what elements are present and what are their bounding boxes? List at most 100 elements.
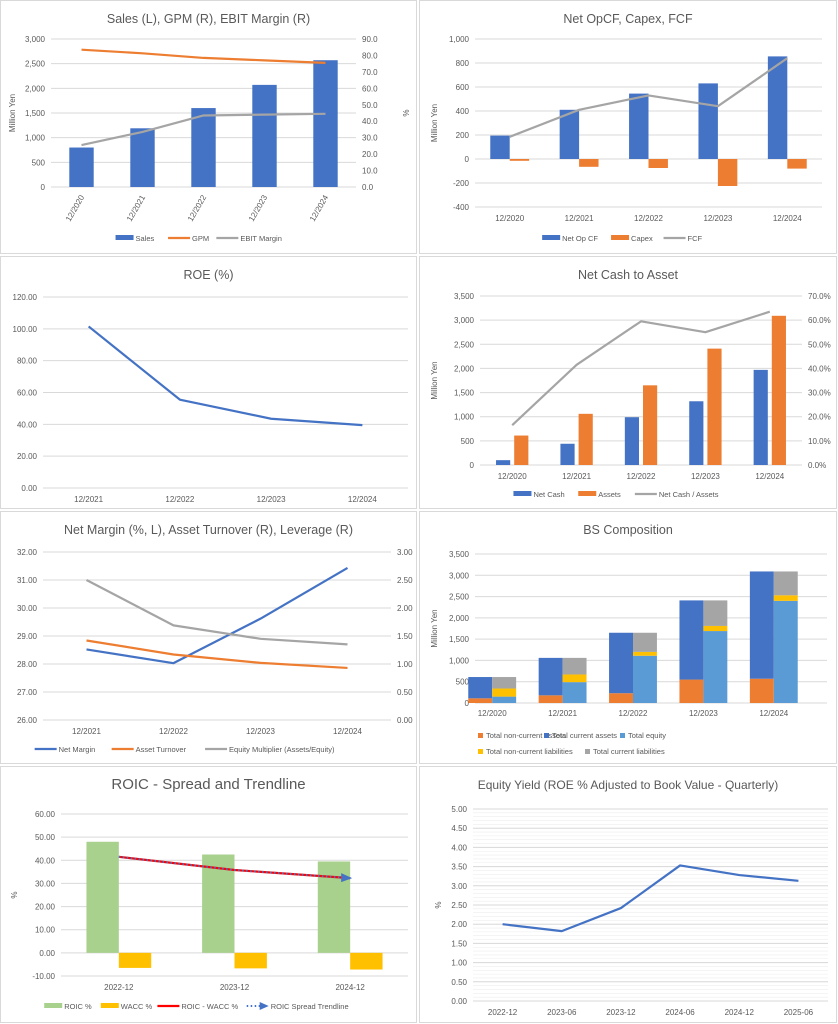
bar-segment	[492, 696, 517, 703]
legend-label: ROIC - WACC %	[181, 1002, 238, 1011]
chart-title: ROIC - Spread and Trendline	[111, 776, 305, 793]
legend-swatch	[44, 1003, 63, 1008]
bar-segment	[468, 698, 493, 703]
y-tick-label: 2,000	[454, 364, 475, 373]
chart-panel-dupont: Net Margin (%, L), Asset Turnover (R), L…	[0, 511, 417, 764]
x-tick-label: 12/2020	[64, 193, 87, 223]
legend-label: Total equity	[628, 731, 666, 740]
y-tick-label: 3,500	[449, 550, 470, 559]
y-tick-label: 0	[465, 699, 470, 708]
legend-label: Total non-current assets	[486, 731, 566, 740]
y2-tick-label: 20.0	[362, 150, 378, 159]
bar	[559, 109, 580, 159]
legend-swatch	[585, 749, 590, 754]
legend-label: FCF	[688, 234, 703, 243]
legend-swatch	[542, 235, 561, 240]
x-tick-label: 2025-06	[784, 1008, 814, 1017]
bar-segment	[773, 571, 798, 596]
x-tick-label: 12/2021	[72, 727, 101, 736]
bar-segment	[492, 688, 517, 697]
y-axis-label: %	[434, 901, 443, 908]
y-tick-label: 120.00	[13, 293, 38, 302]
y-tick-label: 0.50	[451, 978, 467, 987]
chart-panel-netcash: Net Cash to Asset 0 500 1,000 1,500 2,000 2,50…	[419, 256, 837, 509]
y-tick-label: 1,000	[454, 413, 475, 422]
bar	[252, 84, 277, 187]
legend-label: Asset Turnover	[136, 745, 187, 754]
y2-tick-label: 40.0	[362, 117, 378, 126]
bar	[643, 385, 658, 465]
bar-segment	[562, 657, 587, 675]
y-tick-label: 0.00	[21, 484, 37, 493]
bar	[313, 60, 338, 187]
y-tick-label: 1,500	[449, 635, 470, 644]
chart-panel-equityyield: Equity Yield (ROE % Adjusted to Book Val…	[419, 766, 837, 1023]
x-tick-label: 12/2023	[257, 495, 286, 504]
y2-tick-label: 60.0%	[808, 316, 831, 325]
y-axis-label: Million Yen	[430, 609, 439, 647]
y-tick-label: 20.00	[35, 903, 56, 912]
legend-label: Total current assets	[552, 731, 617, 740]
chart-panel-sales: Sales (L), GPM (R), EBIT Margin (R) 0 500 1…	[0, 0, 417, 254]
y-tick-label: 2,000	[449, 614, 470, 623]
x-tick-label: 12/2021	[562, 472, 591, 481]
y-tick-label: -10.00	[32, 972, 55, 981]
bar	[698, 83, 718, 159]
y-tick-label: 3,500	[454, 292, 475, 301]
y-tick-label: 50.00	[35, 833, 56, 842]
y-tick-label: 200	[456, 131, 470, 140]
legend-swatch	[478, 733, 483, 738]
bar	[787, 159, 807, 169]
chart-dupont: Net Margin (%, L), Asset Turnover (R), L…	[17, 523, 413, 754]
bar	[579, 159, 599, 167]
y2-tick-label: 30.0	[362, 134, 378, 143]
y2-tick-label: 40.0%	[808, 364, 831, 373]
x-tick-label: 12/2023	[689, 709, 718, 718]
y-tick-label: 5.00	[451, 805, 467, 814]
y-tick-label: 2,000	[25, 84, 46, 93]
legend-swatch	[115, 235, 134, 240]
bar-segment	[492, 677, 517, 689]
trendline-arrow	[341, 873, 353, 883]
bar	[350, 952, 383, 970]
legend-swatch	[578, 491, 597, 496]
legend-label: Equity Multiplier (Assets/Equity)	[229, 745, 335, 754]
bar-segment	[703, 625, 728, 632]
y2-tick-label: 1.00	[397, 660, 413, 669]
bar	[689, 401, 704, 465]
legend-label: ROIC Spread Trendline	[271, 1002, 349, 1011]
x-tick-label: 12/2023	[246, 727, 275, 736]
y-tick-label: 400	[456, 107, 470, 116]
legend-label: Capex	[631, 234, 653, 243]
y2-tick-label: 2.50	[397, 576, 413, 585]
bar-segment	[703, 600, 728, 626]
chart-panel-cashflow: Net OpCF, Capex, FCF -400 -200 0 200 400 600 80…	[419, 0, 837, 254]
bar	[753, 369, 768, 465]
x-tick-label: 12/2020	[495, 214, 524, 223]
x-tick-label: 2023-06	[547, 1008, 577, 1017]
bar-segment	[609, 693, 633, 703]
x-tick-label: 12/2021	[565, 214, 594, 223]
bar	[624, 417, 639, 465]
series-line	[87, 325, 363, 427]
y-tick-label: 2,500	[25, 60, 46, 69]
trendline	[118, 855, 351, 880]
y-tick-label: 3.50	[451, 863, 467, 872]
y-tick-label: 500	[32, 158, 46, 167]
y-tick-label: 31.00	[17, 576, 38, 585]
y-tick-label: 4.00	[451, 843, 467, 852]
legend-label: Net Op CF	[562, 234, 598, 243]
chart-title: BS Composition	[583, 523, 673, 537]
x-tick-label: 2024-12	[725, 1008, 755, 1017]
y2-tick-label: 2.00	[397, 604, 413, 613]
chart-title: Net Margin (%, L), Asset Turnover (R), L…	[64, 523, 353, 537]
y-tick-label: 600	[456, 83, 470, 92]
x-tick-label: 12/2021	[74, 495, 103, 504]
x-tick-label: 12/2024	[348, 495, 377, 504]
y-tick-label: 4.50	[451, 824, 467, 833]
x-tick-label: 12/2020	[498, 472, 527, 481]
bar-segment	[633, 655, 657, 703]
y-axis-label: Million Yen	[430, 361, 439, 399]
y-axis-label: Million Yen	[8, 94, 17, 132]
x-tick-label: 12/2024	[755, 472, 784, 481]
